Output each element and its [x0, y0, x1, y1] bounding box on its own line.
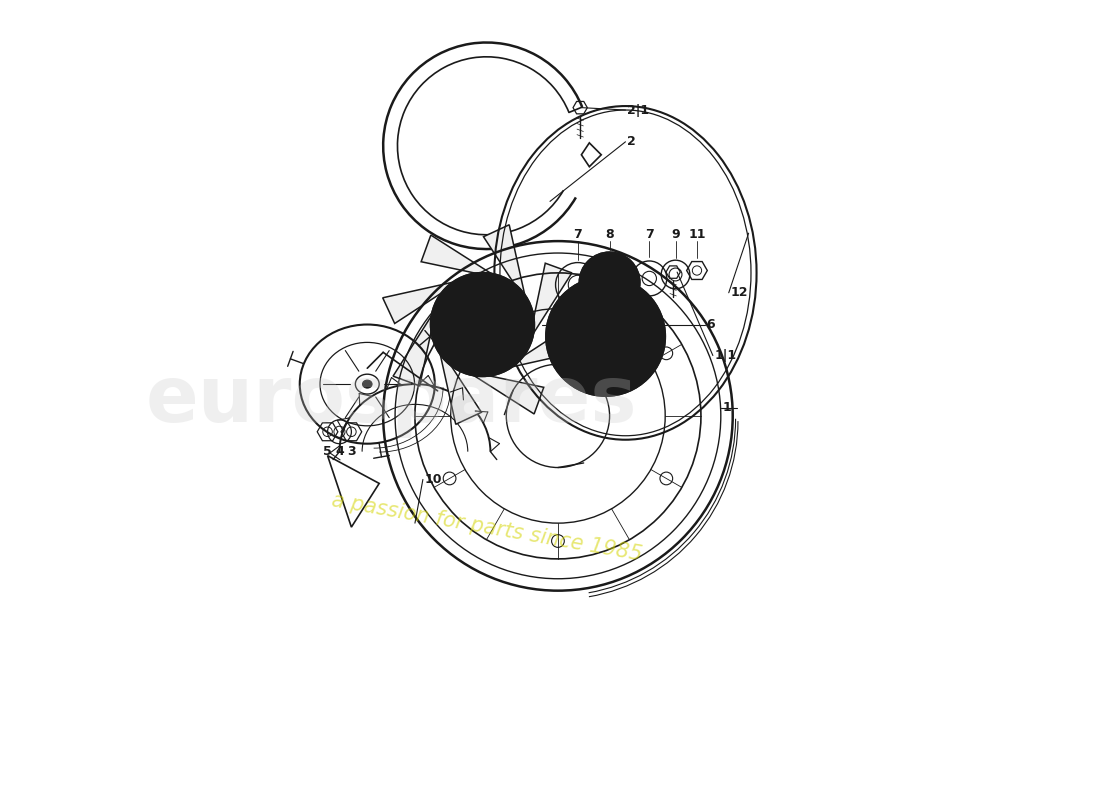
Text: 1|1: 1|1 — [715, 349, 737, 362]
Circle shape — [580, 252, 640, 313]
Text: 3: 3 — [348, 445, 355, 458]
Polygon shape — [393, 315, 431, 386]
Polygon shape — [484, 225, 525, 295]
Text: a passion for parts since 1985: a passion for parts since 1985 — [330, 490, 644, 564]
Polygon shape — [473, 375, 543, 414]
Circle shape — [431, 273, 535, 376]
Polygon shape — [421, 235, 492, 274]
Text: 6: 6 — [706, 318, 715, 331]
Polygon shape — [534, 263, 572, 334]
Text: 2|1: 2|1 — [627, 103, 649, 117]
Text: 4: 4 — [336, 445, 344, 458]
Polygon shape — [513, 326, 582, 367]
Text: 10: 10 — [425, 473, 442, 486]
Text: 12: 12 — [730, 286, 748, 299]
Text: 7: 7 — [645, 228, 653, 242]
Polygon shape — [440, 354, 482, 424]
Text: 8: 8 — [605, 228, 614, 242]
Text: 11: 11 — [689, 228, 706, 242]
Text: 2: 2 — [627, 135, 636, 148]
Ellipse shape — [363, 380, 372, 388]
Text: 9: 9 — [671, 228, 680, 242]
Circle shape — [546, 277, 666, 396]
Text: 1: 1 — [723, 402, 732, 414]
Text: 5: 5 — [323, 445, 332, 458]
Polygon shape — [383, 282, 453, 323]
Text: eurospares: eurospares — [145, 362, 637, 438]
Text: 7: 7 — [573, 228, 582, 242]
